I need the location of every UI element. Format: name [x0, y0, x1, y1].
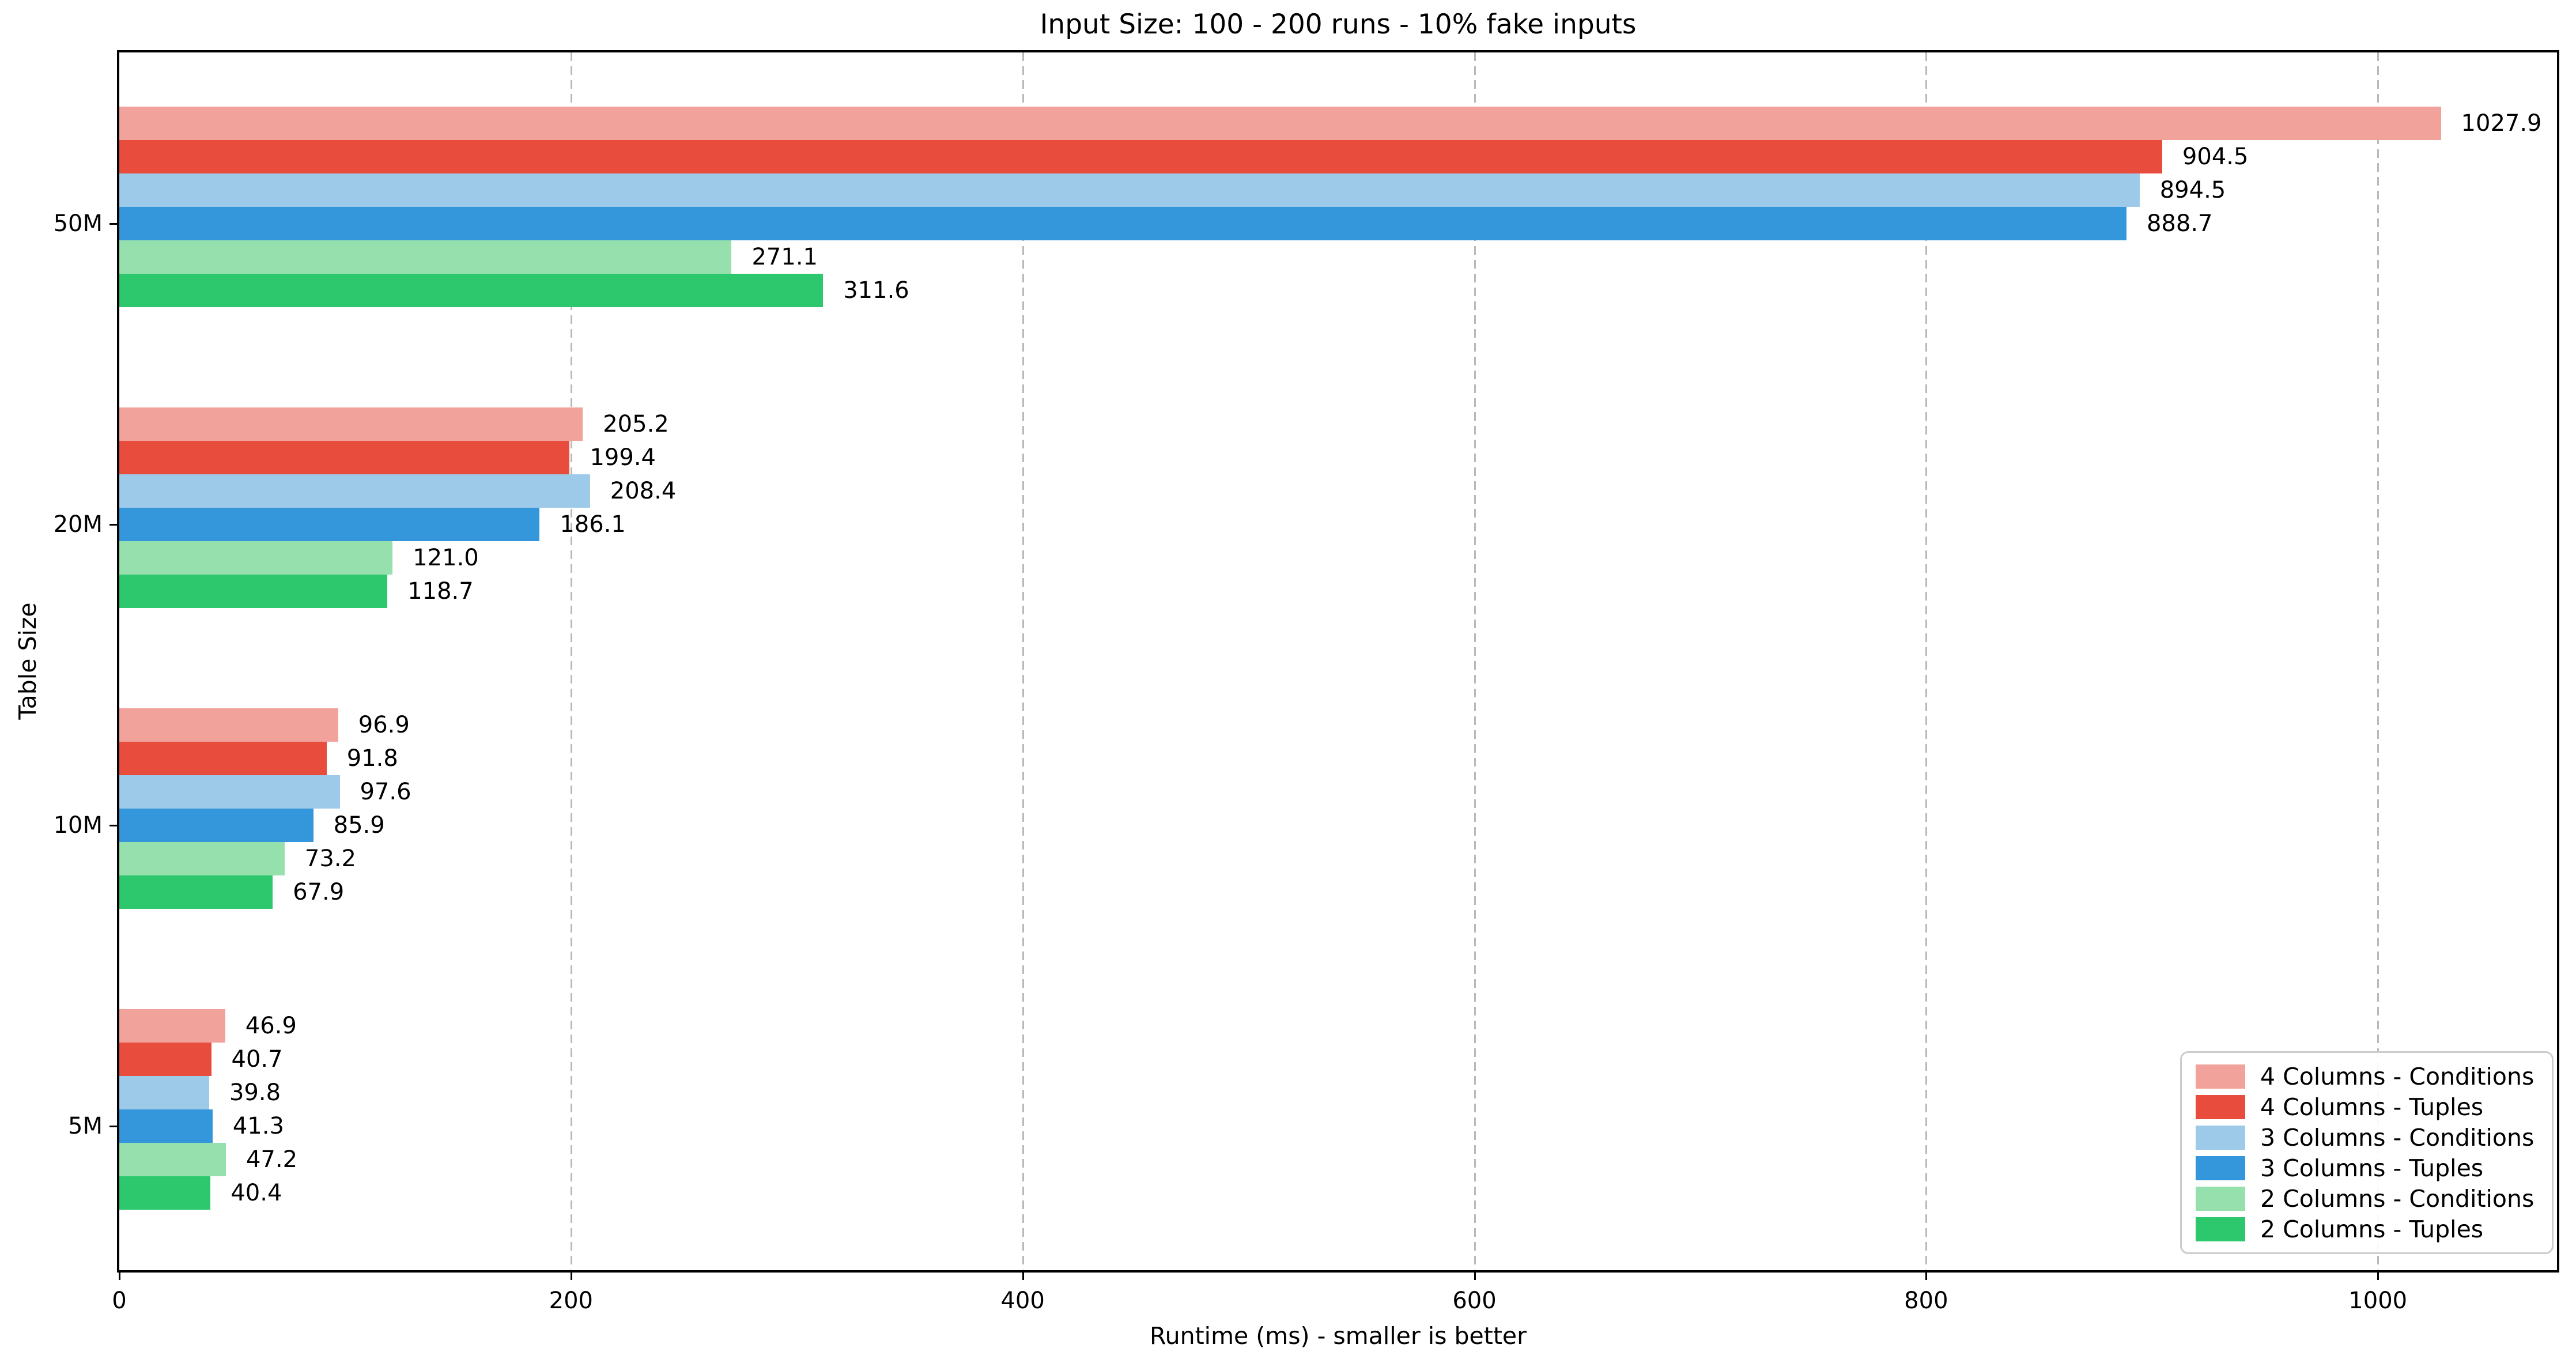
legend-swatch	[2196, 1186, 2245, 1211]
bar	[119, 474, 590, 508]
bar	[119, 274, 824, 307]
bar-value-label: 40.7	[231, 1046, 283, 1073]
legend-label: 3 Columns - Tuples	[2260, 1154, 2484, 1182]
bar-value-label: 96.9	[358, 712, 410, 738]
gridline	[570, 52, 572, 1270]
bar-value-label: 67.9	[293, 879, 345, 905]
y-axis-label: Table Size	[14, 602, 41, 720]
legend-swatch	[2196, 1156, 2245, 1180]
bar	[119, 107, 2441, 140]
legend-label: 2 Columns - Tuples	[2260, 1215, 2484, 1243]
x-axis-label: Runtime (ms) - smaller is better	[1149, 1322, 1527, 1350]
legend-entry: 2 Columns - Conditions	[2196, 1184, 2538, 1213]
gridline	[1022, 52, 1024, 1270]
legend-entry: 2 Columns - Tuples	[2196, 1215, 2538, 1244]
x-tick-label: 400	[1000, 1288, 1045, 1314]
chart-title: Input Size: 100 - 200 runs - 10% fake in…	[1040, 9, 1637, 40]
bar	[119, 240, 732, 274]
y-tick-mark	[109, 524, 119, 526]
bar-value-label: 205.2	[603, 411, 669, 437]
x-tick-mark	[570, 1270, 572, 1280]
y-tick-label: 5M	[68, 1113, 103, 1139]
bar	[119, 1143, 226, 1176]
bar	[119, 1043, 211, 1076]
bar-value-label: 40.4	[231, 1180, 282, 1206]
bar	[119, 809, 313, 842]
y-tick-mark	[109, 1126, 119, 1127]
y-tick-label: 10M	[53, 812, 103, 839]
y-tick-mark	[109, 223, 119, 225]
bar-value-label: 186.1	[560, 511, 626, 538]
bar-value-label: 47.2	[245, 1146, 298, 1173]
legend-label: 3 Columns - Conditions	[2260, 1123, 2535, 1151]
y-tick-label: 20M	[53, 511, 103, 538]
bar-value-label: 311.6	[843, 277, 909, 304]
bar-value-label: 97.6	[360, 779, 411, 805]
bar-value-label: 41.3	[232, 1113, 284, 1139]
bar-value-label: 904.5	[2182, 144, 2249, 170]
bar	[119, 1109, 213, 1143]
bar-value-label: 199.4	[590, 444, 656, 471]
bar-value-label: 208.4	[610, 478, 677, 504]
bar	[119, 207, 2126, 240]
bar-value-label: 91.8	[346, 745, 398, 772]
bar	[119, 575, 388, 608]
legend-swatch	[2196, 1094, 2245, 1119]
x-tick-mark	[119, 1270, 120, 1280]
bar	[119, 775, 340, 809]
legend-entry: 3 Columns - Tuples	[2196, 1154, 2538, 1183]
x-tick-label: 0	[112, 1288, 127, 1314]
bar	[119, 140, 2162, 173]
bar-value-label: 888.7	[2146, 210, 2213, 237]
y-tick-mark	[109, 825, 119, 826]
bar	[119, 708, 338, 742]
bar	[119, 407, 583, 441]
bar	[119, 1176, 211, 1210]
x-tick-mark	[2377, 1270, 2379, 1280]
bar-value-label: 1027.9	[2461, 110, 2542, 137]
gridline	[1474, 52, 1476, 1270]
legend-swatch	[2196, 1125, 2245, 1150]
bar-value-label: 85.9	[333, 812, 385, 839]
bar-value-label: 118.7	[407, 578, 474, 605]
x-tick-label: 1000	[2348, 1288, 2408, 1314]
x-tick-mark	[1474, 1270, 1476, 1280]
x-tick-mark	[1022, 1270, 1024, 1280]
bar	[119, 508, 540, 541]
x-tick-label: 200	[549, 1288, 593, 1314]
x-tick-label: 600	[1452, 1288, 1497, 1314]
legend-swatch	[2196, 1064, 2245, 1089]
bar-value-label: 39.8	[229, 1079, 281, 1106]
bar-value-label: 271.1	[751, 244, 818, 270]
legend: 4 Columns - Conditions 4 Columns - Tuples…	[2180, 1051, 2554, 1254]
legend-swatch	[2196, 1217, 2245, 1241]
bar	[119, 1009, 225, 1043]
bar	[119, 875, 273, 909]
bar	[119, 173, 2140, 207]
x-tick-mark	[1925, 1270, 1928, 1280]
y-tick-label: 50M	[53, 210, 103, 237]
bar-value-label: 121.0	[413, 545, 479, 571]
bar	[119, 541, 393, 575]
legend-entry: 4 Columns - Tuples	[2196, 1093, 2538, 1122]
gridline	[1925, 52, 1928, 1270]
legend-label: 4 Columns - Conditions	[2260, 1062, 2535, 1090]
bar	[119, 742, 327, 775]
legend-entry: 4 Columns - Conditions	[2196, 1062, 2538, 1091]
gridline	[2377, 52, 2379, 1270]
bar	[119, 441, 570, 474]
bar-value-label: 73.2	[304, 845, 356, 872]
bar	[119, 842, 285, 875]
bar-value-label: 46.9	[245, 1013, 297, 1039]
legend-entry: 3 Columns - Conditions	[2196, 1123, 2538, 1152]
x-tick-label: 800	[1904, 1288, 1948, 1314]
plot-area: 1027.9 904.5 894.5 888.7 271.1 311.6 205.2 199.…	[117, 50, 2559, 1273]
bar-value-label: 894.5	[2159, 177, 2226, 203]
bar	[119, 1076, 209, 1109]
legend-label: 4 Columns - Tuples	[2260, 1093, 2484, 1121]
legend-label: 2 Columns - Conditions	[2260, 1184, 2535, 1213]
